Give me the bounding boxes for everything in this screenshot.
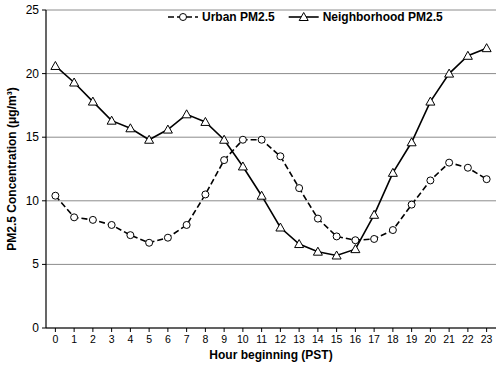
legend: Urban PM2.5 Neighborhood PM2.5 — [168, 10, 443, 24]
x-tick-label: 12 — [275, 333, 287, 345]
marker — [445, 69, 454, 77]
marker — [51, 61, 60, 69]
x-tick-label: 10 — [237, 333, 249, 345]
marker — [332, 251, 341, 259]
marker — [89, 216, 96, 223]
marker — [88, 97, 97, 105]
grid-line — [46, 73, 496, 74]
y-tick-label: 15 — [26, 130, 40, 144]
marker — [201, 117, 210, 125]
marker — [202, 191, 209, 198]
marker — [108, 221, 115, 228]
x-tick-label: 15 — [331, 333, 343, 345]
marker — [145, 135, 154, 143]
legend-label: Urban PM2.5 — [202, 10, 275, 24]
x-tick-label: 3 — [109, 333, 115, 345]
marker — [389, 227, 396, 234]
marker — [313, 247, 322, 255]
marker — [370, 210, 379, 218]
x-tick-label: 22 — [462, 333, 474, 345]
x-tick-label: 8 — [202, 333, 208, 345]
marker — [464, 164, 471, 171]
marker — [296, 185, 303, 192]
marker — [146, 239, 153, 246]
y-tick-label: 25 — [26, 3, 40, 17]
x-tick-label: 7 — [184, 333, 190, 345]
x-tick-label: 20 — [425, 333, 437, 345]
marker — [258, 136, 265, 143]
marker — [352, 237, 359, 244]
marker — [164, 234, 171, 241]
marker — [276, 223, 285, 231]
marker — [126, 124, 135, 132]
marker — [351, 245, 360, 253]
x-axis-label: Hour beginning (PST) — [209, 348, 332, 362]
x-tick-label: 17 — [368, 333, 380, 345]
marker — [427, 177, 434, 184]
marker — [295, 240, 304, 248]
marker — [70, 78, 79, 86]
x-tick-label: 16 — [350, 333, 362, 345]
marker — [407, 138, 416, 146]
marker — [314, 215, 321, 222]
marker — [221, 157, 228, 164]
marker — [482, 44, 491, 52]
y-axis — [45, 10, 46, 328]
marker — [408, 201, 415, 208]
series-line — [55, 48, 486, 255]
grid-line — [46, 264, 496, 265]
marker — [388, 168, 397, 176]
marker — [182, 110, 191, 118]
marker — [333, 233, 340, 240]
y-tick-label: 5 — [32, 257, 39, 271]
legend-marker — [299, 13, 308, 21]
legend-marker — [180, 14, 187, 21]
marker — [277, 153, 284, 160]
x-tick-label: 0 — [52, 333, 58, 345]
y-tick-label: 10 — [26, 194, 40, 208]
x-tick-label: 19 — [406, 333, 418, 345]
y-tick-label: 20 — [26, 67, 40, 81]
x-tick-label: 11 — [256, 333, 267, 345]
x-tick-label: 14 — [312, 333, 324, 345]
y-tick-label: 0 — [32, 321, 39, 335]
marker — [238, 162, 247, 170]
x-tick-label: 2 — [90, 333, 96, 345]
marker — [220, 135, 229, 143]
marker — [239, 136, 246, 143]
marker — [107, 116, 116, 124]
marker — [52, 192, 59, 199]
x-tick-label: 21 — [443, 333, 455, 345]
marker — [257, 191, 266, 199]
x-tick-label: 6 — [165, 333, 171, 345]
marker — [463, 51, 472, 59]
x-tick-label: 13 — [293, 333, 305, 345]
grid-line — [46, 328, 496, 329]
grid-line — [46, 137, 496, 138]
marker — [426, 97, 435, 105]
grid-line — [46, 200, 496, 201]
marker — [183, 221, 190, 228]
x-axis — [46, 327, 496, 328]
x-tick-label: 18 — [387, 333, 399, 345]
marker — [163, 125, 172, 133]
marker — [71, 214, 78, 221]
marker — [127, 232, 134, 239]
marker — [371, 235, 378, 242]
y-axis-label: PM2.5 Concentration (μg/m³) — [5, 87, 19, 250]
chart: 0510152025012345678910111213141516171819… — [0, 0, 500, 365]
x-tick-label: 5 — [146, 333, 152, 345]
series-line — [55, 140, 486, 243]
x-tick-label: 23 — [481, 333, 493, 345]
x-tick-label: 9 — [221, 333, 227, 345]
marker — [483, 176, 490, 183]
plot-data — [51, 44, 491, 259]
x-tick-label: 4 — [127, 333, 133, 345]
marker — [446, 159, 453, 166]
x-tick-label: 1 — [71, 333, 77, 345]
legend-label: Neighborhood PM2.5 — [323, 10, 443, 24]
